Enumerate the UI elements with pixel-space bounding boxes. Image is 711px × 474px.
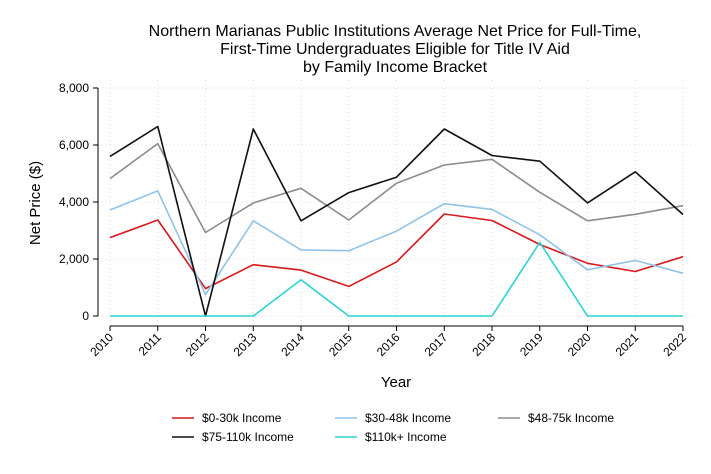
series-line-3 — [109, 142, 684, 234]
chart-title: Northern Marianas Public Institutions Av… — [149, 23, 642, 76]
chart-title-line-3: by Family Income Bracket — [303, 59, 488, 76]
y-tick-label: 8,000 — [59, 81, 89, 95]
legend: $0-30k Income $30-48k Income $48-75k Incom… — [172, 411, 614, 444]
y-axis-label: Net Price ($) — [27, 161, 44, 245]
legend-label: $110k+ Income — [365, 430, 447, 444]
x-tick-label: 2013 — [231, 330, 260, 359]
x-tick-label: 2018 — [469, 330, 498, 359]
x-tick-label: 2022 — [660, 330, 689, 359]
series-line-5 — [110, 241, 683, 317]
legend-item: $48-75k Income — [498, 411, 614, 425]
series-line-1 — [109, 213, 684, 290]
x-tick-label: 2010 — [87, 330, 116, 359]
x-axis: 2010 2011 2012 2013 2014 2015 2016 2017 2018 2019… — [87, 325, 689, 359]
y-tick-label: 2,000 — [59, 252, 89, 266]
legend-label: $75-110k Income — [202, 430, 294, 444]
legend-item: $110k+ Income — [335, 430, 447, 444]
series-line-2 — [109, 190, 684, 296]
legend-item: $75-110k Income — [172, 430, 294, 444]
y-tick-label: 4,000 — [59, 195, 89, 209]
x-tick-label: 2014 — [278, 330, 307, 359]
y-axis: 0 2,000 4,000 6,000 8,000 — [59, 81, 99, 323]
x-tick-label: 2016 — [374, 330, 403, 359]
legend-label: $0-30k Income — [202, 411, 282, 425]
y-tick-label: 0 — [82, 309, 89, 323]
x-tick-label: 2012 — [183, 330, 212, 359]
x-tick-label: 2017 — [422, 330, 451, 359]
series-lines — [109, 125, 684, 317]
legend-item: $30-48k Income — [335, 411, 451, 425]
chart-title-line-1: Northern Marianas Public Institutions Av… — [149, 23, 642, 40]
legend-label: $48-75k Income — [528, 411, 614, 425]
y-tick-label: 6,000 — [59, 138, 89, 152]
x-tick-label: 2020 — [565, 330, 594, 359]
x-axis-label: Year — [381, 374, 411, 391]
x-tick-label: 2019 — [517, 330, 546, 359]
chart-title-line-2: First-Time Undergraduates Eligible for T… — [220, 41, 570, 58]
x-tick-label: 2011 — [136, 330, 164, 358]
legend-item: $0-30k Income — [172, 411, 282, 425]
x-tick-label: 2021 — [613, 330, 642, 359]
legend-label: $30-48k Income — [365, 411, 451, 425]
x-tick-label: 2015 — [326, 330, 355, 359]
